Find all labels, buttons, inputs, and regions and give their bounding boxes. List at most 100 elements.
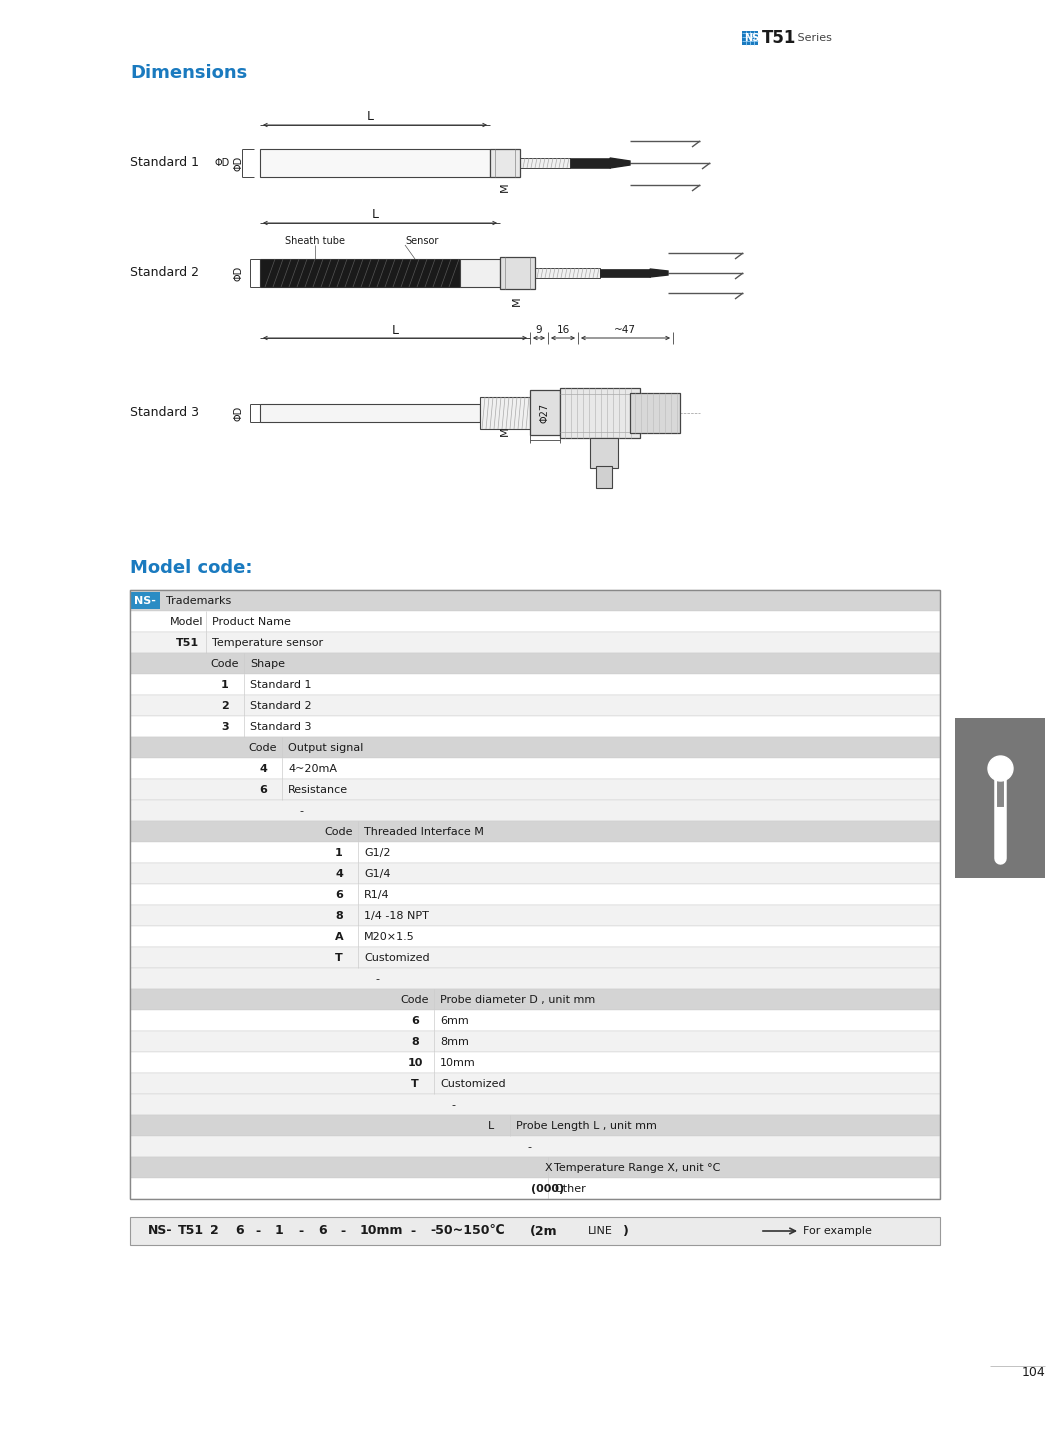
Bar [130, 884, 940, 905]
Text: ΦD: ΦD [215, 158, 230, 168]
Text: Output signal: Output signal [288, 743, 364, 754]
Text: R1/4: R1/4 [364, 890, 390, 900]
Bar [260, 259, 460, 288]
Bar [630, 393, 681, 433]
Text: 2: 2 [210, 1225, 218, 1238]
Text: -: - [375, 974, 379, 984]
Text: 6mm: 6mm [440, 1017, 469, 1025]
Bar [130, 1031, 940, 1053]
Bar [600, 269, 650, 278]
Bar [130, 653, 940, 674]
Text: -: - [527, 1142, 531, 1152]
Bar [130, 800, 940, 821]
Text: 6: 6 [318, 1225, 326, 1238]
Text: 2: 2 [222, 700, 229, 710]
Bar [130, 948, 940, 968]
Bar [596, 466, 612, 487]
Bar [130, 1178, 940, 1199]
Text: G1/4: G1/4 [364, 869, 390, 879]
Text: -: - [410, 1225, 416, 1238]
Text: LINE: LINE [588, 1227, 613, 1237]
Text: T51: T51 [762, 29, 796, 47]
Text: 1: 1 [335, 848, 342, 858]
Text: Sheath tube: Sheath tube [285, 236, 345, 246]
Text: Probe Length L , unit mm: Probe Length L , unit mm [516, 1122, 657, 1132]
Bar [460, 259, 500, 288]
Text: 8mm: 8mm [440, 1037, 469, 1047]
Text: -50~150℃: -50~150℃ [430, 1225, 505, 1238]
Bar [130, 611, 940, 631]
Bar [500, 257, 535, 289]
Text: T: T [335, 953, 342, 963]
Text: Code: Code [211, 659, 240, 669]
Text: L: L [367, 111, 373, 124]
Text: 6: 6 [235, 1225, 244, 1238]
Bar [742, 32, 758, 45]
Bar [130, 1053, 940, 1073]
Text: 16: 16 [556, 325, 569, 335]
Bar [130, 1094, 940, 1114]
Bar [130, 926, 940, 948]
Text: Model code:: Model code: [130, 559, 252, 577]
Bar [130, 1136, 940, 1158]
Bar [130, 590, 940, 611]
Text: ~47: ~47 [614, 325, 636, 335]
Bar [480, 397, 530, 429]
Text: Standard 1: Standard 1 [130, 157, 199, 170]
Text: 1: 1 [222, 680, 229, 690]
Text: A: A [335, 932, 343, 942]
Bar [130, 779, 940, 800]
Text: 6: 6 [411, 1017, 419, 1025]
Text: M: M [500, 183, 510, 191]
Text: Φ27: Φ27 [540, 403, 550, 423]
Text: Trademarks: Trademarks [166, 595, 231, 605]
Text: Model: Model [171, 617, 204, 627]
Text: (2m: (2m [530, 1225, 558, 1238]
Text: Code: Code [324, 827, 353, 837]
Bar [130, 863, 940, 884]
Text: Probe diameter D , unit mm: Probe diameter D , unit mm [440, 995, 596, 1005]
Text: 10mm: 10mm [360, 1225, 404, 1238]
Bar [260, 404, 480, 421]
Text: M20×1.5: M20×1.5 [364, 932, 414, 942]
Text: Shape: Shape [250, 659, 285, 669]
Text: Temperature sensor: Temperature sensor [212, 638, 323, 649]
Bar [130, 1009, 940, 1031]
Text: Threaded Interface M: Threaded Interface M [364, 827, 483, 837]
Text: G1/2: G1/2 [364, 848, 390, 858]
Text: Temperature Range X, unit °C: Temperature Range X, unit °C [554, 1163, 721, 1173]
Text: 6: 6 [259, 785, 267, 795]
Text: Series: Series [794, 33, 832, 43]
Text: M: M [512, 296, 522, 306]
Text: 9: 9 [535, 325, 543, 335]
Text: Product Name: Product Name [212, 617, 290, 627]
Text: NS: NS [744, 33, 759, 43]
Text: Standard 2: Standard 2 [250, 700, 312, 710]
Polygon shape [650, 269, 668, 278]
Text: Other: Other [554, 1183, 586, 1194]
Text: L: L [371, 209, 378, 221]
Bar [535, 267, 600, 278]
Bar [490, 150, 520, 177]
Text: -: - [299, 807, 303, 815]
Text: 8: 8 [411, 1037, 419, 1047]
Bar [130, 989, 940, 1009]
Text: 3: 3 [222, 722, 229, 732]
Text: For example: For example [803, 1227, 872, 1237]
Text: -: - [298, 1225, 303, 1238]
Text: Dimensions: Dimensions [130, 65, 247, 82]
Bar [130, 1073, 940, 1094]
Text: Customized: Customized [440, 1078, 506, 1089]
Text: ΦD: ΦD [233, 406, 243, 421]
Bar [130, 738, 940, 758]
Bar [130, 590, 940, 1199]
Text: 8: 8 [335, 912, 342, 920]
Text: T51: T51 [178, 1225, 205, 1238]
Bar [530, 390, 560, 436]
Bar [130, 1217, 940, 1245]
Text: 4: 4 [259, 764, 267, 774]
Text: Code: Code [249, 743, 278, 754]
Text: ): ) [623, 1225, 629, 1238]
Text: 1: 1 [275, 1225, 284, 1238]
Bar [590, 439, 618, 467]
